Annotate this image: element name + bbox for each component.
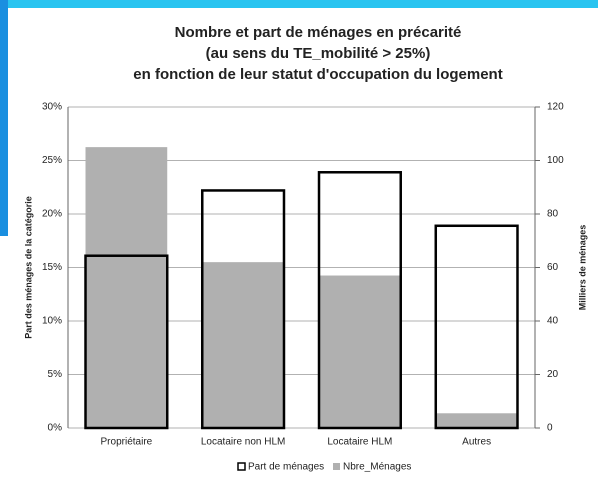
- x-tick-label: Locataire HLM: [327, 437, 392, 448]
- y2-tick-label: 40: [547, 316, 559, 327]
- y-tick-label: 30%: [42, 102, 62, 113]
- x-tick-label: Locataire non HLM: [201, 437, 286, 448]
- y-tick-label: 5%: [48, 369, 63, 380]
- bar: [319, 275, 401, 428]
- y-axis-title: Part des ménages de la catégorie: [23, 196, 33, 339]
- bar: [317, 171, 402, 430]
- x-tick-label: Propriétaire: [101, 437, 153, 448]
- bar: [201, 189, 286, 430]
- chart-title: (au sens du TE_mobilité > 25%): [206, 45, 431, 62]
- bar: [434, 224, 519, 430]
- legend-swatch: [237, 462, 246, 471]
- y-tick-label: 20%: [42, 209, 62, 220]
- y-tick-label: 0%: [48, 423, 63, 434]
- y-tick-label: 10%: [42, 316, 62, 327]
- bar: [84, 254, 169, 430]
- y2-tick-label: 100: [547, 155, 564, 166]
- legend-label: Part de ménages: [248, 462, 324, 473]
- x-tick-label: Autres: [462, 437, 491, 448]
- y2-tick-label: 20: [547, 369, 559, 380]
- chart-title: en fonction de leur statut d'occupation …: [133, 66, 502, 83]
- y2-tick-label: 80: [547, 209, 559, 220]
- chart-title: Nombre et part de ménages en précarité: [175, 24, 462, 41]
- top-band: [0, 0, 598, 8]
- legend-label: Nbre_Ménages: [343, 462, 411, 473]
- bar: [435, 413, 518, 428]
- y2-axis-title: Milliers de ménages: [577, 225, 587, 311]
- y2-tick-label: 0: [547, 423, 553, 434]
- legend-swatch: [333, 463, 340, 470]
- y2-tick-label: 120: [547, 102, 564, 113]
- y-tick-label: 25%: [42, 155, 62, 166]
- bar: [202, 262, 284, 428]
- side-band: [0, 0, 8, 236]
- y-tick-label: 15%: [42, 262, 62, 273]
- y2-tick-label: 60: [547, 262, 559, 273]
- bar: [85, 147, 168, 428]
